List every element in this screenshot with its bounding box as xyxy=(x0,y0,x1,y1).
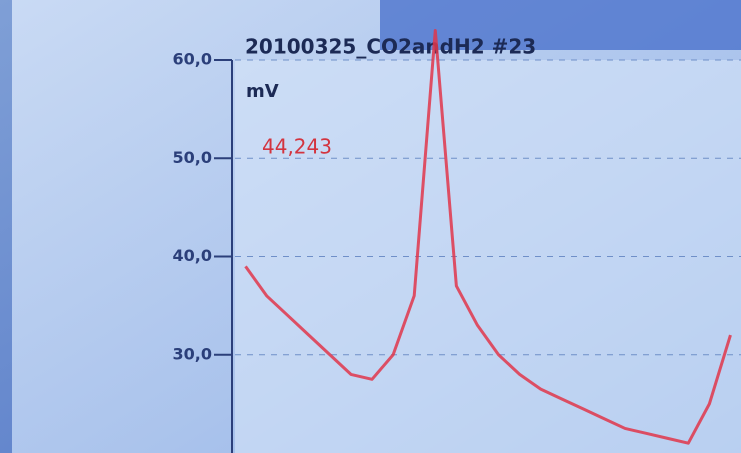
y-tick-label: 60,0 xyxy=(173,50,212,69)
series-line xyxy=(244,29,732,445)
y-label: mV xyxy=(246,81,279,102)
y-tick-label: 50,0 xyxy=(173,148,212,167)
y-tick-label: 40,0 xyxy=(173,246,212,265)
chart-title: 20100325_CO2andH2 #23 xyxy=(245,35,536,59)
window-bar xyxy=(380,0,741,50)
y-tick-label: 30,0 xyxy=(173,344,212,363)
readout: 44,243 xyxy=(262,135,332,159)
